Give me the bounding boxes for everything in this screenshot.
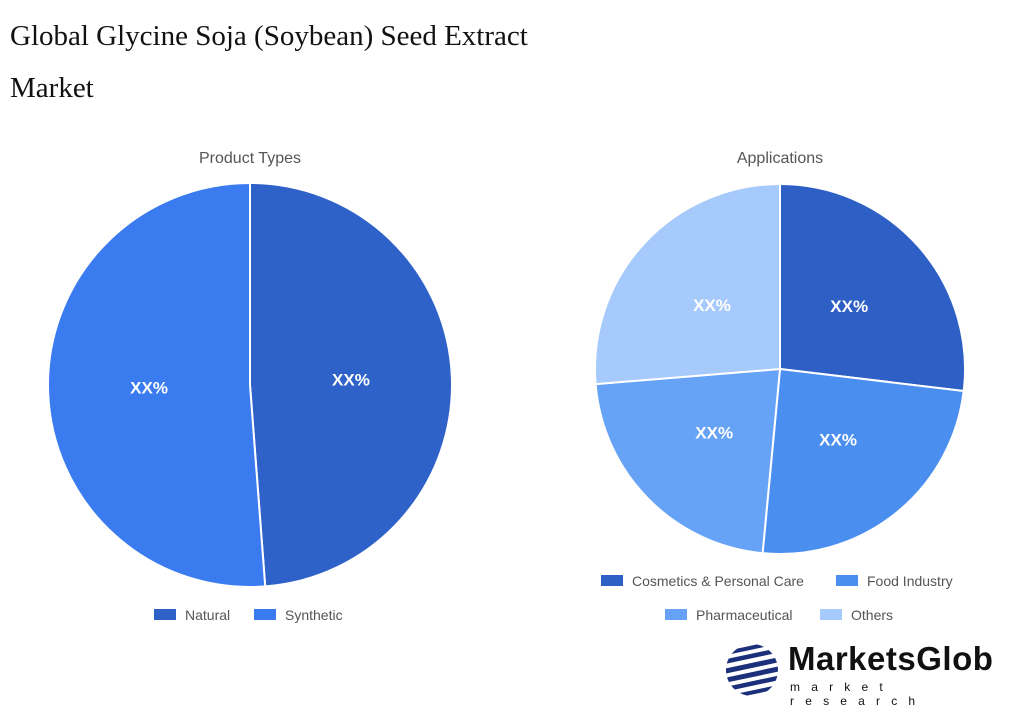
data-label-synthetic: XX% xyxy=(130,378,168,397)
logo: MarketsGlob market research xyxy=(722,640,1022,708)
page-title: Global Glycine Soja (Soybean) Seed Extra… xyxy=(10,20,528,104)
legend-item-cosmetics-personal-care[interactable]: Cosmetics & Personal Care xyxy=(632,573,804,589)
pie-slice-others[interactable] xyxy=(594,182,781,386)
globe-icon xyxy=(726,644,778,696)
logo-tagline: market research xyxy=(790,680,927,708)
legend-swatch-cosmetics-personal-care xyxy=(601,575,623,586)
chart-title-applications: Applications xyxy=(737,150,823,167)
data-label-cosmetics-personal-care: XX% xyxy=(830,297,868,316)
legend-swatch-synthetic xyxy=(254,609,276,620)
data-label-pharmaceutical: XX% xyxy=(695,423,733,442)
legend-swatch-natural xyxy=(154,609,176,620)
legend-item-others[interactable]: Others xyxy=(851,607,893,623)
pie-slice-natural[interactable] xyxy=(249,181,453,588)
data-label-natural: XX% xyxy=(332,371,370,390)
chart-title-product-types: Product Types xyxy=(199,150,301,167)
legend-swatch-others xyxy=(820,609,842,620)
legend-item-pharmaceutical[interactable]: Pharmaceutical xyxy=(696,607,793,623)
legend-item-synthetic[interactable]: Synthetic xyxy=(285,607,343,623)
pie-slice-pharmaceutical[interactable] xyxy=(594,367,782,555)
pie-slice-cosmetics-personal-care[interactable] xyxy=(779,182,966,393)
logo-name: MarketsGlob xyxy=(788,640,994,677)
data-label-food-industry: XX% xyxy=(819,430,857,449)
legend-swatch-pharmaceutical xyxy=(665,609,687,620)
data-label-others: XX% xyxy=(693,296,731,315)
pie-slice-synthetic[interactable] xyxy=(47,181,267,588)
legend-item-natural[interactable]: Natural xyxy=(185,607,230,623)
legend-item-food-industry[interactable]: Food Industry xyxy=(867,573,953,589)
pie-slice-food-industry[interactable] xyxy=(761,367,965,555)
legend-swatch-food-industry xyxy=(836,575,858,586)
